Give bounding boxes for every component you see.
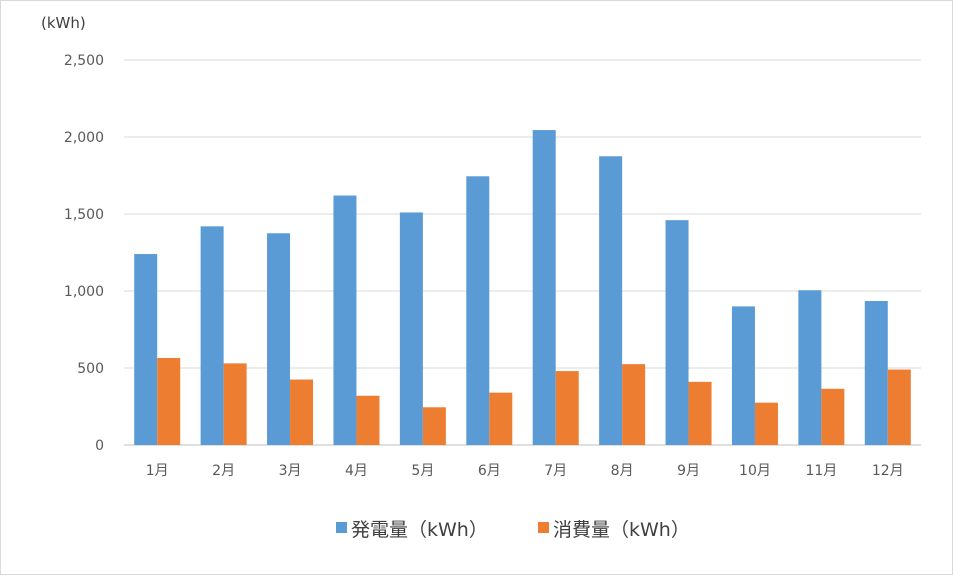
y-tick-label: 500 [77,361,104,377]
x-tick-label: 2月 [212,463,235,479]
bar-generation [665,220,689,445]
y-tick-label: 2,500 [64,53,104,69]
x-tick-label: 6月 [478,463,501,479]
legend-swatch [336,522,347,533]
gridlines [124,59,921,446]
bar-generation [134,254,158,445]
bar-consumption [489,392,513,445]
legend-swatch [538,522,549,533]
bar-consumption [887,369,911,445]
legend-label: 発電量（kWh） [351,519,488,541]
y-tick-label: 1,500 [64,207,104,223]
bar-consumption [223,363,247,445]
legend: 発電量（kWh） 消費量（kWh） [336,519,690,541]
x-tick-label: 10月 [739,463,771,479]
bar-consumption [422,407,446,445]
x-tick-label: 12月 [872,463,904,479]
bar-generation [267,233,291,445]
bar-generation [532,130,556,445]
x-tick-label: 5月 [411,463,434,479]
bar-generation [200,226,224,445]
y-tick-label: 2,000 [64,130,104,146]
bar-consumption [754,402,778,445]
x-tick-label: 8月 [611,463,634,479]
x-tick-label: 1月 [146,463,169,479]
y-axis-ticks: 0 500 1,000 1,500 2,000 2,500 [64,53,104,454]
y-tick-label: 0 [95,438,104,454]
bars [134,130,911,445]
bar-consumption [688,381,712,445]
bar-generation [599,156,623,445]
bar-generation [399,212,423,445]
x-tick-label: 7月 [544,463,567,479]
bar-generation [731,306,755,445]
legend-label: 消費量（kWh） [553,519,690,541]
bar-consumption [157,357,181,445]
x-axis-ticks: 1月 2月 3月 4月 5月 6月 7月 8月 9月 10月 11月 12月 [146,463,904,479]
x-tick-label: 9月 [677,463,700,479]
bar-consumption [356,395,380,445]
bar-consumption [622,364,646,445]
bar-consumption [821,388,845,445]
x-tick-label: 3月 [279,463,302,479]
bar-consumption [290,379,314,445]
bar-generation [864,301,888,445]
bar-generation [798,290,822,445]
bar-generation [333,195,357,445]
x-tick-label: 11月 [805,463,837,479]
y-unit-label: (kWh) [41,14,86,32]
bar-generation [466,176,490,445]
x-tick-label: 4月 [345,463,368,479]
y-tick-label: 1,000 [64,284,104,300]
bar-consumption [555,371,579,445]
